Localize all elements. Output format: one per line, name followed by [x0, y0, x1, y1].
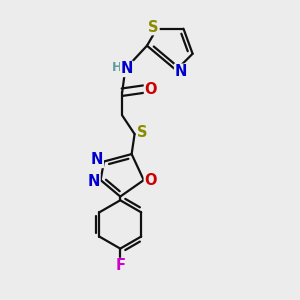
Text: H: H — [112, 61, 123, 74]
Text: F: F — [115, 259, 125, 274]
Text: O: O — [144, 172, 157, 188]
Text: O: O — [145, 82, 157, 97]
Text: N: N — [175, 64, 187, 79]
Text: N: N — [121, 61, 133, 76]
Text: S: S — [148, 20, 159, 34]
Text: N: N — [91, 152, 103, 167]
Text: S: S — [137, 125, 148, 140]
Text: N: N — [88, 174, 100, 189]
